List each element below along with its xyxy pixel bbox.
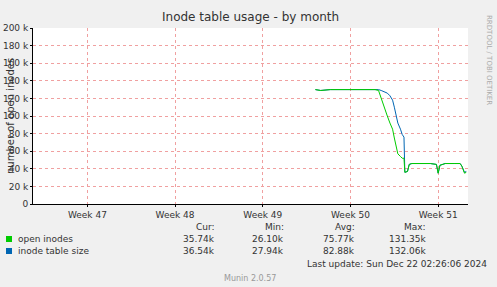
svg-text:60 k: 60 k	[9, 146, 29, 156]
svg-text:Inode table usage - by month: Inode table usage - by month	[162, 10, 339, 24]
svg-text:Last update: Sun Dec 22 02:26:: Last update: Sun Dec 22 02:26:06 2024	[307, 259, 487, 269]
svg-text:80 k: 80 k	[9, 129, 29, 139]
svg-text:Avg:: Avg:	[335, 222, 355, 232]
svg-text:RRDTOOL / TOBI OETIKER: RRDTOOL / TOBI OETIKER	[485, 15, 493, 105]
svg-text:20 k: 20 k	[9, 182, 29, 192]
svg-text:36.54k: 36.54k	[183, 246, 215, 256]
svg-text:120 k: 120 k	[3, 94, 29, 104]
svg-text:Min:: Min:	[265, 222, 284, 232]
svg-text:180 k: 180 k	[3, 41, 29, 51]
svg-text:40 k: 40 k	[9, 164, 29, 174]
svg-text:27.94k: 27.94k	[252, 246, 284, 256]
svg-text:Week 50: Week 50	[331, 210, 370, 220]
svg-text:inode table size: inode table size	[18, 246, 89, 256]
svg-text:open inodes: open inodes	[18, 234, 73, 244]
svg-text:Week 49: Week 49	[243, 210, 282, 220]
svg-text:131.35k: 131.35k	[389, 234, 426, 244]
svg-text:200 k: 200 k	[3, 23, 29, 33]
svg-text:132.06k: 132.06k	[389, 246, 426, 256]
svg-text:Week 48: Week 48	[156, 210, 195, 220]
svg-text:35.74k: 35.74k	[183, 234, 215, 244]
svg-text:Cur:: Cur:	[196, 222, 215, 232]
svg-text:Week 47: Week 47	[68, 210, 107, 220]
svg-text:Munin 2.0.57: Munin 2.0.57	[224, 274, 276, 283]
svg-text:140 k: 140 k	[3, 76, 29, 86]
svg-text:0: 0	[22, 199, 28, 209]
svg-text:Week 51: Week 51	[419, 210, 458, 220]
svg-text:75.77k: 75.77k	[323, 234, 355, 244]
svg-text:26.10k: 26.10k	[252, 234, 284, 244]
svg-text:Max:: Max:	[404, 222, 426, 232]
svg-text:82.88k: 82.88k	[323, 246, 355, 256]
svg-text:160 k: 160 k	[3, 58, 29, 68]
svg-text:100 k: 100 k	[3, 111, 29, 121]
svg-text:number of open inodes: number of open inodes	[5, 58, 16, 174]
